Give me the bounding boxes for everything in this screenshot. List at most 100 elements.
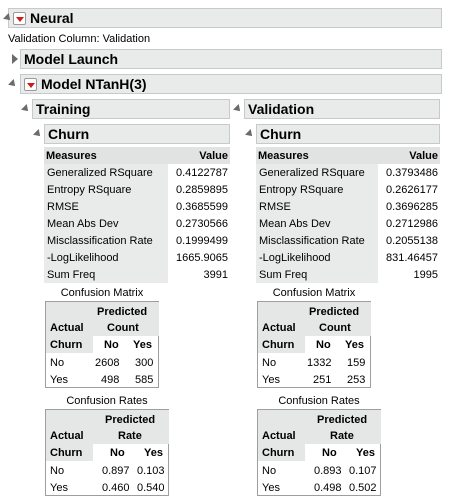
collapse-icon[interactable] xyxy=(3,13,13,23)
training-measures-table: Measures Value Generalized RSquare 0.412… xyxy=(44,147,230,283)
neural-header[interactable]: Neural xyxy=(3,8,442,28)
cell-value: 0.498 xyxy=(314,482,342,494)
training-churn-title: Churn xyxy=(48,126,90,142)
table-row: Sum Freq 3991 xyxy=(44,266,230,283)
measure-label: Entropy RSquare xyxy=(44,181,168,198)
header-shade xyxy=(46,302,93,353)
collapse-icon[interactable] xyxy=(33,129,43,139)
col-yes-header: Yes xyxy=(356,447,375,459)
table-row: Misclassification Rate 0.1999499 xyxy=(44,232,230,249)
count-label: Count xyxy=(319,322,351,334)
measure-value: 0.3793486 xyxy=(386,166,438,179)
rate-label: Rate xyxy=(118,430,142,442)
header-shade xyxy=(46,410,93,461)
model-title: Model NTanH(3) xyxy=(41,76,147,92)
header-shade xyxy=(305,410,381,444)
training-confusion-matrix-caption: Confusion Matrix xyxy=(60,287,144,299)
table-row: Entropy RSquare 0.2859895 xyxy=(44,181,230,198)
validation-churn-header[interactable]: Churn xyxy=(245,124,440,144)
table-row: RMSE 0.3685599 xyxy=(44,198,230,215)
measure-label: -LogLikelihood xyxy=(256,249,379,266)
actual-label: Actual xyxy=(262,322,296,334)
value-header: Value xyxy=(167,147,230,164)
validation-churn-title: Churn xyxy=(260,126,302,142)
churn-label: Churn xyxy=(262,339,295,351)
actual-label: Actual xyxy=(50,430,84,442)
validation-confusion-matrix: Predicted Count Actual Churn No Yes No 1… xyxy=(257,301,371,388)
predicted-label: Predicted xyxy=(97,306,148,318)
validation-title: Validation xyxy=(248,101,315,117)
red-triangle-menu-icon[interactable] xyxy=(13,12,26,25)
predicted-label: Predicted xyxy=(105,414,156,426)
measure-value: 0.3685599 xyxy=(176,200,228,213)
table-row: Misclassification Rate 0.2055138 xyxy=(256,232,440,249)
measure-label: Generalized RSquare xyxy=(256,164,379,181)
table-row: Mean Abs Dev 0.2712986 xyxy=(256,215,440,232)
neural-title: Neural xyxy=(30,10,74,26)
measure-label: Sum Freq xyxy=(256,266,379,283)
model-launch-title: Model Launch xyxy=(24,51,119,67)
measure-value: 1665.9065 xyxy=(176,251,228,264)
row-no-label: No xyxy=(262,465,277,477)
measure-value: 831.46457 xyxy=(386,251,438,264)
table-row: Mean Abs Dev 0.2730566 xyxy=(44,215,230,232)
collapse-icon[interactable] xyxy=(21,104,31,114)
churn-label: Churn xyxy=(262,447,295,459)
cell-value: 0.540 xyxy=(137,482,165,494)
cell-value: 498 xyxy=(101,374,120,386)
validation-column-label: Validation Column: Validation xyxy=(8,33,151,45)
cell-value: 0.460 xyxy=(102,482,130,494)
training-header[interactable]: Training xyxy=(21,99,230,119)
measures-header: Measures xyxy=(44,147,168,164)
row-yes-label: Yes xyxy=(50,482,68,494)
cell-value: 1332 xyxy=(307,357,332,369)
cell-value: 159 xyxy=(347,357,366,369)
measure-value: 0.2055138 xyxy=(386,234,438,247)
header-shade xyxy=(93,302,159,336)
col-yes-header: Yes xyxy=(345,339,364,351)
measure-label: Misclassification Rate xyxy=(256,232,379,249)
model-header[interactable]: Model NTanH(3) xyxy=(8,74,442,94)
value-header: Value xyxy=(378,147,440,164)
expand-icon[interactable] xyxy=(12,54,18,64)
measure-label: RMSE xyxy=(44,198,168,215)
col-yes-header: Yes xyxy=(133,339,152,351)
collapse-icon[interactable] xyxy=(233,104,243,114)
collapse-icon[interactable] xyxy=(8,79,18,89)
training-title: Training xyxy=(36,101,91,117)
cell-value: 300 xyxy=(135,357,154,369)
col-no-header: No xyxy=(104,339,119,351)
cell-value: 0.103 xyxy=(137,465,165,477)
measure-value: 0.2859895 xyxy=(176,183,228,196)
red-triangle-menu-icon[interactable] xyxy=(24,78,37,91)
validation-header[interactable]: Validation xyxy=(233,99,440,119)
row-no-label: No xyxy=(50,465,65,477)
predicted-label: Predicted xyxy=(309,306,360,318)
table-row: RMSE 0.3696285 xyxy=(256,198,440,215)
validation-confusion-matrix-caption: Confusion Matrix xyxy=(272,287,356,299)
measure-value: 0.2626177 xyxy=(386,183,438,196)
measure-label: Entropy RSquare xyxy=(256,181,379,198)
header-shade xyxy=(258,302,305,353)
row-no-label: No xyxy=(50,357,65,369)
collapse-icon[interactable] xyxy=(245,129,255,139)
training-churn-header[interactable]: Churn xyxy=(33,124,230,144)
cell-value: 0.502 xyxy=(349,482,377,494)
actual-label: Actual xyxy=(50,322,84,334)
table-row: Generalized RSquare 0.3793486 xyxy=(256,164,440,181)
cell-value: 585 xyxy=(135,374,154,386)
measures-header-row: Measures Value xyxy=(256,147,440,164)
measure-value: 0.2712986 xyxy=(386,217,438,230)
validation-confusion-rates-caption: Confusion Rates xyxy=(278,395,360,407)
validation-measures-table: Measures Value Generalized RSquare 0.379… xyxy=(256,147,440,283)
header-shade xyxy=(93,410,169,444)
rate-label: Rate xyxy=(330,430,354,442)
cell-value: 0.107 xyxy=(349,465,377,477)
col-no-header: No xyxy=(316,339,331,351)
row-yes-label: Yes xyxy=(262,374,280,386)
col-no-header: No xyxy=(110,447,125,459)
measure-value: 0.3696285 xyxy=(386,200,438,213)
measure-value: 3991 xyxy=(203,268,228,281)
model-launch-header[interactable]: Model Launch xyxy=(12,49,442,69)
table-row: Entropy RSquare 0.2626177 xyxy=(256,181,440,198)
